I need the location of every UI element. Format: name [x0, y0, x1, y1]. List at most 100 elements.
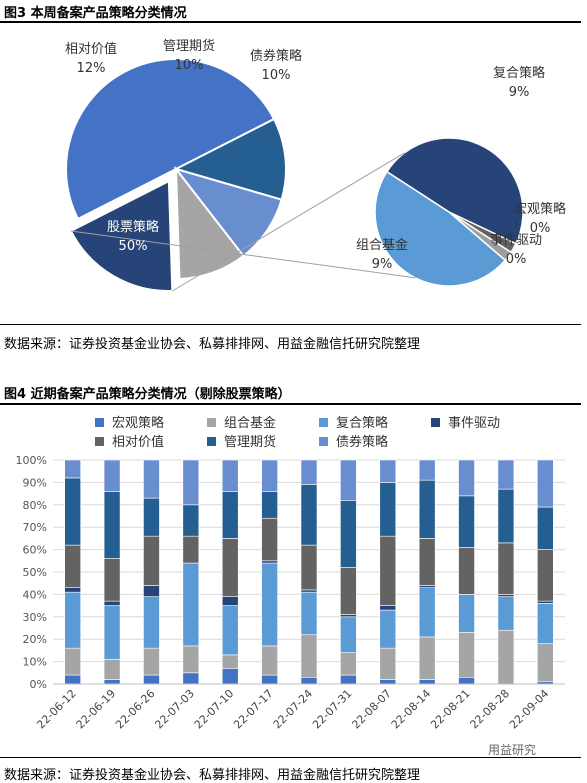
pie-slice [173, 117, 287, 201]
bar-segment [418, 587, 436, 638]
sub-pie-slice [374, 170, 507, 287]
bar-segment [300, 589, 318, 593]
x-tick-label: 22-07-03 [152, 687, 197, 732]
legend-label: 复合策略 [336, 415, 388, 431]
bar-segment [418, 636, 436, 680]
figure3-top-rule [0, 21, 581, 23]
pie-category-label: 债券策略 [250, 48, 302, 64]
legend-label: 相对价值 [112, 434, 164, 450]
bar-segment [103, 659, 121, 680]
bar-segment [340, 674, 357, 685]
y-tick-label: 100% [16, 454, 47, 467]
bar-segment [143, 497, 160, 537]
legend-swatch [207, 418, 216, 427]
bar-segment [537, 643, 554, 683]
bar-segment [418, 479, 436, 539]
figure4-title: 图4 近期备案产品策略分类情况（剔除股票策略） [4, 387, 291, 402]
bar-segment [64, 647, 81, 676]
bar-segment [261, 560, 278, 564]
bar-segment [143, 459, 160, 499]
legend-label: 管理期货 [224, 434, 276, 450]
bar-segment [143, 535, 160, 586]
bar-segment [221, 596, 239, 606]
watermark-text: 用益研究 [488, 743, 537, 757]
figure3-source: 数据来源：证券投资基金业协会、私募排排网、用益金融信托研究院整理 [4, 337, 421, 352]
figure3-bottom-rule [0, 324, 581, 325]
label-leader-line [509, 205, 517, 214]
legend-swatch [95, 437, 104, 446]
bar-segment [143, 647, 160, 676]
bar-segment [103, 679, 121, 685]
bar-segment [458, 632, 475, 678]
y-tick-label: 30% [23, 611, 47, 624]
sub-pie-category-label: 组合基金 [356, 237, 408, 253]
bar-segment [64, 674, 81, 685]
bar-segment [143, 596, 160, 649]
bar-segment [300, 676, 318, 685]
figure3-title: 图3 本周备案产品策略分类情况 [4, 6, 187, 21]
bar-segment [418, 585, 436, 588]
bar-segment [497, 459, 515, 490]
sub-pie-value-label: 9% [509, 85, 530, 100]
bar-segment [221, 491, 239, 539]
figure4-bottom-rule [0, 757, 581, 758]
bar-segment [458, 547, 475, 595]
bar-segment [182, 459, 200, 506]
y-tick-label: 60% [23, 544, 47, 557]
bar-segment [103, 600, 121, 606]
bar-segment [458, 594, 475, 633]
bar-segment [537, 600, 554, 604]
figure4-top-rule [0, 403, 581, 405]
x-tick-label: 22-08-07 [349, 687, 394, 732]
bar-segment [103, 605, 121, 660]
y-tick-label: 90% [23, 476, 47, 489]
pie-slice [174, 165, 245, 280]
bar-segment [379, 679, 397, 685]
bar-segment [537, 549, 554, 602]
x-tick-label: 22-07-17 [231, 687, 276, 732]
bar-segment [537, 603, 554, 644]
y-tick-label: 10% [23, 656, 47, 669]
sub-pie-value-label: 9% [372, 257, 393, 272]
bar-segment [182, 535, 200, 564]
bar-segment [497, 594, 515, 597]
legend-label: 宏观策略 [112, 415, 164, 431]
bar-segment [458, 676, 475, 685]
y-tick-label: 80% [23, 499, 47, 512]
pie-category-label: 相对价值 [65, 41, 117, 57]
bar-segment [418, 459, 436, 481]
bar-segment [497, 596, 515, 631]
bar-segment [379, 459, 397, 483]
y-tick-label: 70% [23, 521, 47, 534]
bar-segment [143, 585, 160, 597]
bar-segment [64, 544, 81, 588]
legend-swatch [207, 437, 216, 446]
bar-segment [340, 614, 357, 618]
bar-segment [379, 482, 397, 537]
legend-swatch [431, 418, 440, 427]
bar-segment [103, 558, 121, 602]
bar-segment [379, 609, 397, 649]
bar-segment [182, 504, 200, 537]
bar-segment [103, 459, 121, 492]
bar-segment [300, 484, 318, 546]
bar-segment [143, 674, 160, 685]
bar-segment [261, 645, 278, 676]
pie-category-label: 管理期货 [163, 38, 215, 54]
bar-segment [497, 542, 515, 595]
sub-pie-value-label: 0% [530, 221, 551, 236]
bar-segment [497, 629, 515, 685]
legend-label: 事件驱动 [448, 416, 500, 431]
bar-segment [64, 587, 81, 593]
bar-segment [300, 634, 318, 678]
x-tick-label: 22-06-26 [113, 687, 158, 732]
x-tick-label: 22-09-04 [507, 687, 552, 732]
bar-segment [418, 538, 436, 586]
bar-segment [221, 668, 239, 685]
bar-segment [261, 517, 278, 562]
x-tick-label: 22-07-24 [271, 687, 316, 732]
bar-segment [458, 459, 475, 497]
pie-value-label: 10% [175, 58, 204, 73]
x-tick-label: 22-07-31 [310, 687, 355, 732]
x-tick-label: 22-08-14 [389, 687, 434, 732]
